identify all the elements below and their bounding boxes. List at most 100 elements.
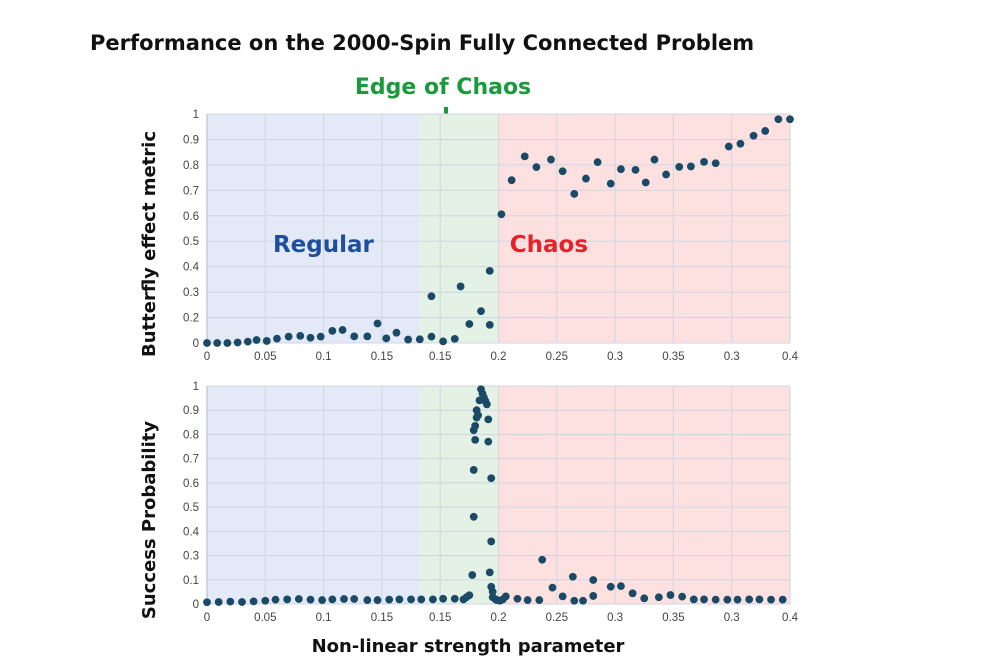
x-tick-label: 0.4: [782, 612, 799, 624]
butterfly-effect-plot: 0 0.05 0.1 0.15 0.15 0.2 0.25 0.3 0.35 0.3 0.4 0 0.2…: [183, 109, 799, 363]
data-point: [723, 595, 732, 604]
data-point: [262, 337, 271, 345]
data-point: [484, 415, 493, 424]
x-tick-label: 0.25: [546, 351, 568, 363]
data-point: [223, 339, 232, 347]
data-point: [238, 598, 246, 606]
data-point: [579, 596, 587, 605]
y-tick-label: 0.9: [183, 405, 199, 417]
data-point: [249, 597, 258, 606]
x-tick-label: 0.2: [491, 351, 507, 363]
data-point: [485, 321, 494, 329]
data-point: [650, 155, 659, 164]
data-point: [733, 595, 742, 604]
data-point: [488, 587, 497, 596]
data-point: [786, 115, 794, 124]
data-point: [675, 162, 684, 171]
y-tick-label: 0: [193, 338, 199, 350]
data-point: [606, 179, 615, 188]
x-tick-label: 0.3: [724, 612, 740, 624]
data-point: [243, 337, 252, 346]
y-tick-label: 0.6: [183, 478, 199, 490]
region-band: [497, 114, 790, 343]
y-tick-label: 0.2: [183, 313, 199, 325]
x-tick-label: 0.3: [724, 351, 740, 363]
data-point: [450, 334, 459, 343]
data-point: [469, 466, 478, 474]
x-tick-label: 0.05: [254, 351, 276, 363]
y-tick-label: 1: [193, 109, 199, 121]
data-point: [654, 593, 663, 602]
data-point: [427, 332, 436, 341]
data-point: [484, 437, 493, 446]
data-point: [306, 595, 315, 604]
data-point: [617, 582, 625, 591]
data-point: [363, 596, 372, 604]
data-point: [415, 335, 424, 344]
data-point: [640, 594, 649, 603]
data-point: [617, 165, 625, 174]
data-point: [306, 333, 315, 342]
data-point: [429, 595, 437, 604]
data-point: [271, 595, 280, 604]
data-point: [535, 596, 544, 604]
data-point: [392, 328, 401, 337]
x-tick-label: 0.15: [429, 351, 451, 363]
data-point: [340, 595, 348, 603]
x-tick-label: 0.15: [429, 612, 451, 624]
y-tick-label: 0.8: [183, 160, 199, 172]
data-point: [497, 210, 506, 219]
data-point: [689, 595, 698, 604]
data-point: [606, 582, 615, 591]
data-point: [774, 115, 783, 124]
data-point: [471, 435, 480, 444]
data-point: [628, 589, 637, 598]
data-point: [589, 576, 598, 584]
data-point: [745, 595, 754, 604]
x-tick-label: 0.05: [254, 612, 276, 624]
region-band: [419, 386, 498, 604]
data-point: [570, 596, 579, 605]
data-point: [589, 592, 598, 600]
data-point: [273, 334, 281, 343]
data-point: [755, 595, 764, 604]
data-point: [465, 591, 474, 600]
data-point: [662, 170, 671, 179]
data-point: [382, 334, 391, 343]
data-point: [570, 190, 579, 198]
data-point: [404, 335, 413, 344]
data-point: [485, 568, 494, 577]
data-point: [711, 595, 720, 604]
data-point: [338, 326, 347, 334]
y-tick-label: 0.7: [183, 454, 199, 466]
data-point: [532, 163, 541, 172]
data-point: [395, 595, 404, 604]
data-point: [316, 332, 325, 341]
y-tick-label: 0.6: [183, 211, 199, 223]
region-band: [497, 386, 790, 604]
data-point: [469, 512, 478, 521]
data-point: [385, 595, 394, 604]
data-point: [749, 131, 758, 140]
x-tick-label: 0: [204, 351, 210, 363]
data-point: [711, 159, 720, 168]
y-tick-label: 1: [193, 381, 199, 393]
y-tick-label: 0.9: [183, 134, 199, 146]
data-point: [666, 591, 675, 599]
x-tick-label: 0.1: [316, 612, 332, 624]
data-point: [547, 155, 555, 164]
data-point: [523, 596, 532, 604]
data-point: [468, 571, 477, 579]
x-tick-label: 0: [204, 612, 210, 624]
y-tick-label: 0.3: [183, 287, 199, 299]
y-tick-label: 0.8: [183, 429, 199, 441]
data-point: [233, 338, 242, 347]
data-point: [350, 595, 359, 603]
data-point: [686, 162, 695, 171]
data-point: [465, 320, 474, 328]
data-point: [363, 332, 372, 341]
data-point: [558, 592, 567, 601]
data-point: [520, 152, 529, 161]
y-tick-label: 0.5: [183, 236, 199, 248]
